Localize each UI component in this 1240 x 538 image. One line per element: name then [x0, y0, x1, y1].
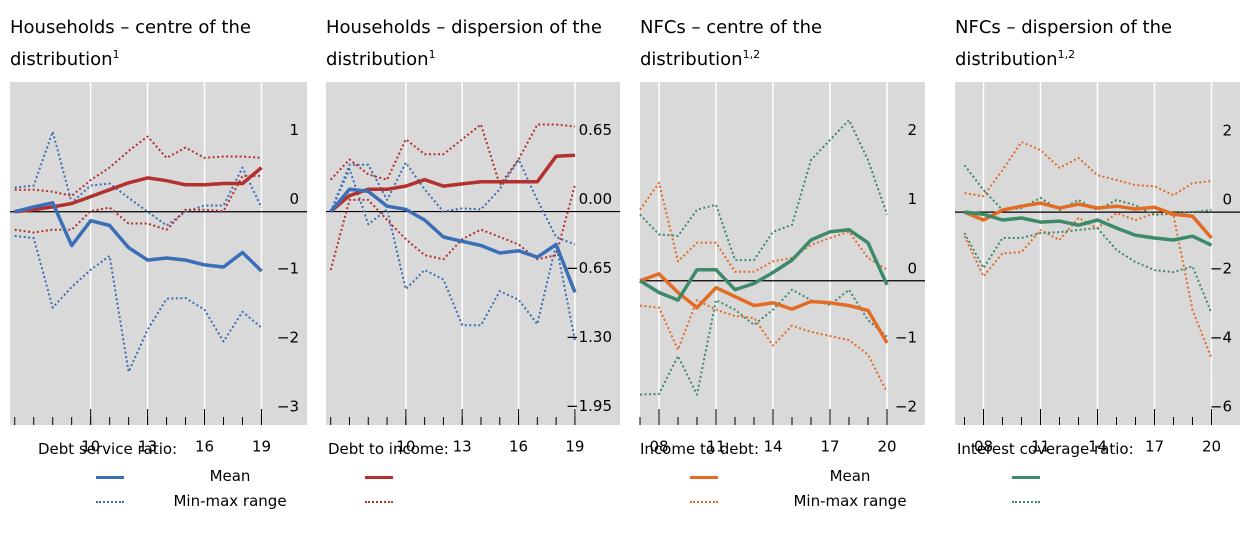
range-line	[14, 174, 262, 234]
x-tick-label: 10	[81, 438, 100, 456]
plot-area	[640, 82, 925, 425]
x-tick-label: 17	[820, 438, 839, 456]
y-tick-label: −4	[1210, 329, 1232, 347]
chart-title: Households – dispersion of the distribut…	[326, 14, 612, 73]
range-line	[14, 130, 263, 227]
y-tick-label: 0	[1222, 191, 1232, 209]
legend-group-title: Debt service ratio:	[38, 440, 178, 458]
range-line	[639, 181, 888, 273]
x-tick-label: 13	[138, 438, 157, 456]
mean-line	[329, 153, 575, 213]
mean-line	[964, 210, 1213, 247]
chart-title: NFCs – dispersion of the distribution1,2	[955, 14, 1232, 73]
x-tick-label: 17	[1145, 438, 1164, 456]
x-tick-label: 13	[453, 438, 472, 456]
mean-line	[329, 187, 577, 293]
range-line	[329, 158, 576, 246]
y-tick-label: −2	[277, 328, 299, 346]
legend-label: Mean	[829, 467, 871, 485]
y-tick-label: −0.65	[566, 259, 612, 277]
x-tick-label: 10	[396, 438, 415, 456]
y-tick-label: 0	[289, 190, 299, 208]
range-line	[639, 288, 888, 396]
title-note: 1,2	[742, 48, 761, 61]
y-tick-label: −6	[1210, 398, 1232, 416]
y-tick-label: 2	[907, 121, 917, 139]
x-tick-label: 16	[509, 438, 528, 456]
title-text: NFCs – centre of the distribution	[640, 17, 823, 70]
y-tick-label: 2	[1222, 122, 1232, 140]
title-note: 1,2	[1057, 48, 1076, 61]
x-tick-label: 08	[649, 438, 668, 456]
title-note: 1	[428, 48, 436, 61]
legend-swatch	[365, 476, 393, 479]
legend-label: Mean	[209, 467, 251, 485]
chart-title: Households – centre of the distribution1	[10, 14, 299, 73]
title-text: Households – dispersion of the distribut…	[326, 17, 602, 70]
x-tick-label: 20	[877, 438, 896, 456]
title-text: Households – centre of the distribution	[10, 17, 251, 70]
y-tick-label: −1	[895, 328, 917, 346]
legend-group-title: Income to debt:	[640, 440, 759, 458]
legend-swatch	[365, 501, 393, 503]
range-line	[14, 234, 263, 373]
x-tick-label: 14	[1088, 438, 1107, 456]
mean-line	[639, 227, 889, 302]
y-tick-label: 0.00	[579, 190, 612, 208]
y-tick-label: −3	[277, 397, 299, 415]
x-tick-label: 11	[706, 438, 725, 456]
range-line	[329, 168, 576, 341]
legend-swatch	[690, 476, 718, 479]
plot-area	[10, 82, 307, 425]
y-tick-label: −1	[277, 259, 299, 277]
mean-line	[963, 201, 1213, 240]
y-tick-label: −2	[1210, 260, 1232, 278]
mean-line	[14, 201, 263, 273]
y-tick-label: −1.30	[566, 328, 612, 346]
x-tick-label: 19	[252, 438, 271, 456]
legend-label: Min-max range	[173, 492, 287, 510]
x-tick-label: 20	[1202, 438, 1221, 456]
range-line	[963, 227, 1213, 314]
legend-group-title: Debt to income:	[328, 440, 449, 458]
y-tick-label: 1	[289, 121, 299, 139]
x-tick-label: 16	[195, 438, 214, 456]
y-tick-label: −2	[895, 397, 917, 415]
legend-label: Min-max range	[793, 492, 907, 510]
x-tick-label: 11	[1031, 438, 1050, 456]
y-tick-label: −1.95	[566, 397, 612, 415]
x-tick-label: 19	[565, 438, 584, 456]
legend-swatch	[1012, 476, 1040, 479]
legend-swatch	[96, 476, 124, 479]
y-tick-label: 0	[907, 259, 917, 277]
x-tick-label: 08	[974, 438, 993, 456]
title-note: 1	[112, 48, 120, 61]
plot-area	[326, 82, 620, 425]
y-tick-label: 1	[907, 190, 917, 208]
range-line	[14, 135, 262, 197]
legend-swatch	[690, 501, 718, 503]
title-text: NFCs – dispersion of the distribution	[955, 17, 1173, 70]
y-tick-label: 0.65	[579, 121, 612, 139]
legend-group-title: Interest coverage ratio:	[957, 440, 1134, 458]
chart-title: NFCs – centre of the distribution1,2	[640, 14, 917, 73]
legend-swatch	[1012, 501, 1040, 503]
x-tick-label: 14	[763, 438, 782, 456]
range-line	[329, 123, 576, 186]
legend-swatch	[96, 501, 124, 503]
